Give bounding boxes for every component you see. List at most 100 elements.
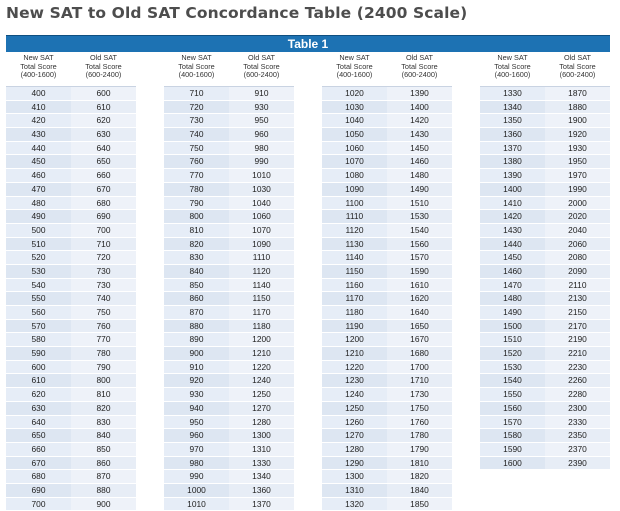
column-header: New SAT Total Score (400-1600) Old SAT Total… [480,52,610,87]
old-sat-score: 1330 [229,456,294,470]
table-row: 500 700 [6,223,136,238]
old-sat-score: 1180 [229,319,294,333]
table-row: 1130 1560 [322,237,452,252]
table-row: 1020 1390 [322,87,452,101]
new-sat-score: 560 [6,306,71,319]
old-sat-score: 990 [229,155,294,169]
table-row: 1290 1810 [322,456,452,471]
new-sat-header: New SAT Total Score (400-1600) [20,53,57,80]
old-sat-score: 880 [71,483,136,497]
new-sat-score: 780 [164,182,229,196]
new-sat-score: 660 [6,442,71,456]
new-sat-score: 1150 [322,264,387,278]
new-sat-score: 620 [6,388,71,401]
table-row: 710 910 [164,87,294,101]
new-sat-score: 1050 [322,128,387,141]
old-sat-score: 1700 [387,360,452,374]
new-sat-score: 870 [164,306,229,319]
new-sat-score: 1250 [322,401,387,415]
column-header: New SAT Total Score (400-1600) Old SAT Total… [322,52,452,87]
table-row: 1000 1360 [164,483,294,498]
new-sat-score: 1480 [480,292,545,305]
old-sat-score: 610 [71,100,136,114]
old-sat-score: 730 [71,264,136,278]
table-row: 450 650 [6,155,136,170]
old-sat-score: 1210 [229,347,294,360]
new-sat-score: 770 [164,169,229,182]
new-sat-score: 670 [6,456,71,470]
new-sat-score: 930 [164,388,229,401]
new-sat-score: 750 [164,141,229,155]
table-row: 830 1110 [164,251,294,265]
new-sat-score: 880 [164,319,229,333]
table-column-group-2: New SAT Total Score (400-1600) Old SAT Total… [164,52,294,511]
old-sat-score: 690 [71,210,136,223]
old-sat-score: 2080 [545,251,610,264]
new-sat-score: 460 [6,169,71,182]
new-sat-score: 1510 [480,333,545,347]
table-row: 1110 1530 [322,210,452,224]
new-sat-score: 570 [6,319,71,333]
new-sat-score: 680 [6,470,71,483]
old-sat-score: 2170 [545,319,610,333]
new-sat-score: 1070 [322,155,387,169]
new-sat-score: 710 [164,87,229,100]
table-row: 1190 1650 [322,319,452,334]
new-sat-score: 1210 [322,347,387,360]
table-row: 670 860 [6,456,136,471]
table-column-group-3: New SAT Total Score (400-1600) Old SAT Total… [322,52,452,511]
old-sat-score: 1140 [229,278,294,292]
old-sat-score: 1270 [229,401,294,415]
old-sat-score: 960 [229,128,294,141]
table-row: 1410 2000 [480,196,610,211]
old-sat-score: 1060 [229,210,294,223]
table-row: 750 980 [164,141,294,156]
old-sat-score: 2280 [545,388,610,401]
old-sat-score: 1280 [229,415,294,429]
table-row: 1280 1790 [322,442,452,457]
new-sat-score: 900 [164,347,229,360]
old-sat-score: 710 [71,237,136,251]
table-row: 800 1060 [164,210,294,224]
new-sat-score: 630 [6,401,71,415]
old-sat-score: 860 [71,456,136,470]
old-sat-score: 2150 [545,306,610,319]
old-sat-score: 1560 [387,237,452,251]
table-row: 610 800 [6,374,136,389]
table-row: 1040 1420 [322,114,452,129]
old-sat-score: 1650 [387,319,452,333]
new-sat-score: 550 [6,292,71,305]
table-row: 540 730 [6,278,136,293]
new-sat-score: 690 [6,483,71,497]
new-sat-score: 1090 [322,182,387,196]
old-sat-score: 1490 [387,182,452,196]
old-sat-score: 1760 [387,415,452,429]
table-row: 790 1040 [164,196,294,211]
new-sat-score: 1030 [322,100,387,114]
table-row: 480 680 [6,196,136,211]
table-row: 650 840 [6,429,136,443]
old-sat-score: 870 [71,470,136,483]
new-sat-score: 1390 [480,169,545,182]
new-sat-header: New SAT Total Score (400-1600) [336,53,373,80]
table-row: 410 610 [6,100,136,115]
old-sat-score: 1110 [229,251,294,264]
new-sat-score: 610 [6,374,71,388]
old-sat-score: 650 [71,155,136,169]
table-row: 740 960 [164,128,294,142]
new-sat-score: 1140 [322,251,387,264]
new-sat-score: 600 [6,360,71,374]
old-sat-score: 1990 [545,182,610,196]
new-sat-score: 1530 [480,360,545,374]
old-sat-score: 2000 [545,196,610,210]
new-sat-score: 1300 [322,470,387,483]
old-sat-score: 620 [71,114,136,128]
table-row: 1470 2110 [480,278,610,293]
old-sat-score: 700 [71,223,136,237]
table-row: 620 810 [6,388,136,402]
old-sat-score: 1340 [229,470,294,483]
old-sat-score: 750 [71,306,136,319]
table-row: 1270 1780 [322,429,452,443]
old-sat-score: 660 [71,169,136,182]
table-row: 1050 1430 [322,128,452,142]
